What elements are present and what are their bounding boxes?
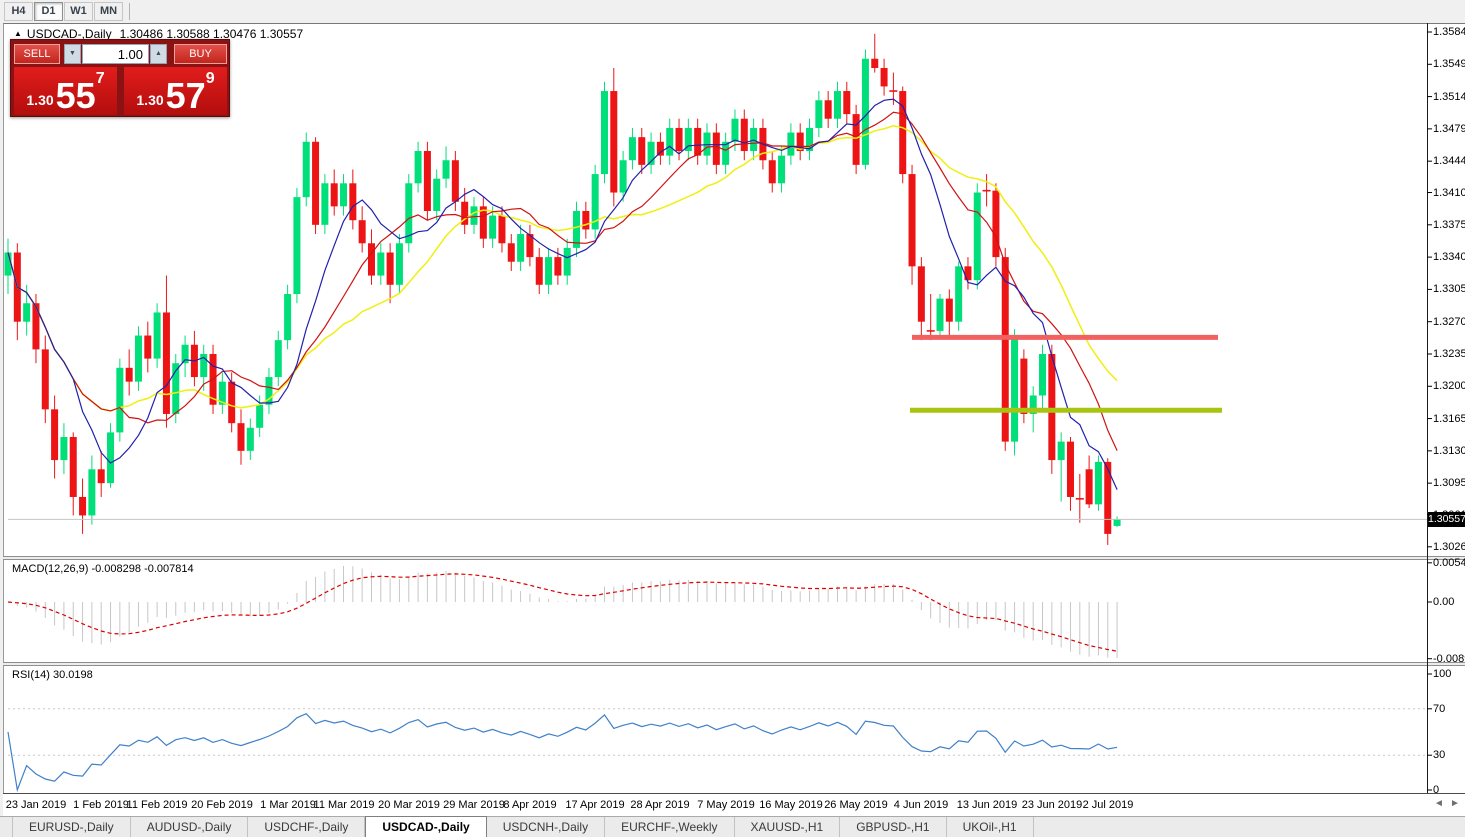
price-axis-label: 1.33400 <box>1433 251 1465 263</box>
ma-mid-line <box>7 111 1118 451</box>
panel-splitter-macd[interactable] <box>3 556 1465 560</box>
panel-splitter-rsi[interactable] <box>3 662 1465 666</box>
date-axis-label: 11 Mar 2019 <box>313 799 375 811</box>
price-axis-label: 1.30950 <box>1433 477 1465 489</box>
price-axis-label: 1.35140 <box>1433 91 1465 103</box>
sell-button[interactable]: SELL <box>14 44 60 64</box>
one-click-trade-panel: SELL ▼ ▲ BUY 1.30 55 7 1.30 57 9 <box>10 39 230 117</box>
price-axis-label: 1.32700 <box>1433 316 1465 328</box>
price-axis-label: 1.33050 <box>1433 283 1465 295</box>
timeframe-button-W1[interactable]: W1 <box>64 2 93 21</box>
date-axis-label: 13 Jun 2019 <box>956 799 1018 811</box>
sell-price-prefix: 1.30 <box>26 92 54 108</box>
date-axis-label: 26 May 2019 <box>824 799 888 811</box>
date-axis-label: 7 May 2019 <box>697 799 755 811</box>
volume-decrease-icon[interactable]: ▼ <box>64 44 81 64</box>
macd-axis-label: 0.00 <box>1433 596 1455 608</box>
price-axis-label: 1.31300 <box>1433 445 1465 457</box>
rsi-line <box>7 712 1118 793</box>
price-axis-label: 1.34440 <box>1433 155 1465 167</box>
volume-input[interactable] <box>82 44 149 64</box>
macd-axis-label: -0.008973 <box>1433 653 1465 665</box>
chart-canvas[interactable] <box>3 23 1465 793</box>
date-axis-strip[interactable] <box>3 793 1465 816</box>
chart-title: ▲ USDCAD-,Daily 1.30486 1.30588 1.30476 1.… <box>14 27 303 41</box>
date-axis-label: 8 Apr 2019 <box>503 799 557 811</box>
price-axis-label: 1.35490 <box>1433 58 1465 70</box>
macd-indicator-label: MACD(12,26,9) -0.008298 -0.007814 <box>12 563 194 575</box>
toolbar-separator <box>129 3 130 20</box>
collapse-arrow-icon[interactable]: ▲ <box>14 29 22 38</box>
date-axis-label: 23 Jan 2019 <box>5 799 67 811</box>
price-axis-label: 1.35840 <box>1433 26 1465 38</box>
rsi-axis-label: 30 <box>1433 749 1446 761</box>
price-axis-label: 1.30260 <box>1433 541 1465 553</box>
buy-price-pip-digit: 9 <box>205 70 215 87</box>
date-axis-label: 17 Apr 2019 <box>565 799 625 811</box>
chart-tab-EURUSD-Daily[interactable]: EURUSD-,Daily <box>12 817 131 837</box>
sell-price-display[interactable]: 1.30 55 7 <box>14 67 117 115</box>
chart-tab-AUDUSD-Daily[interactable]: AUDUSD-,Daily <box>131 817 249 837</box>
rsi-axis-label: 100 <box>1433 668 1452 680</box>
date-axis-label: 23 Jun 2019 <box>1021 799 1083 811</box>
buy-price-big-digits: 57 <box>165 75 206 117</box>
price-axis-border <box>1427 23 1428 793</box>
date-axis-label: 2 Jul 2019 <box>1082 799 1134 811</box>
buy-price-prefix: 1.30 <box>136 92 164 108</box>
price-axis-label: 1.33750 <box>1433 219 1465 231</box>
date-axis-label: 4 Jun 2019 <box>893 799 949 811</box>
date-axis-label: 1 Mar 2019 <box>260 799 316 811</box>
rsi-indicator-label: RSI(14) 30.0198 <box>12 669 93 681</box>
price-axis-label: 1.34100 <box>1433 187 1465 199</box>
chart-tab-USDCAD-Daily[interactable]: USDCAD-,Daily <box>365 816 487 837</box>
volume-increase-icon[interactable]: ▲ <box>150 44 167 64</box>
macd-axis-label: 0.005484 <box>1433 557 1465 569</box>
sell-price-big-digits: 55 <box>55 75 96 117</box>
macd-signal-line <box>7 573 1118 652</box>
date-axis-label: 28 Apr 2019 <box>630 799 690 811</box>
scrollbar-left-arrow-icon[interactable]: ◄ <box>1434 798 1444 809</box>
buy-button[interactable]: BUY <box>174 44 227 64</box>
scrollbar-right-arrow-icon[interactable]: ► <box>1450 798 1460 809</box>
rsi-axis-label: 70 <box>1433 703 1446 715</box>
ma-fast-line <box>7 98 1118 490</box>
date-axis-label: 11 Feb 2019 <box>126 799 188 811</box>
date-axis-label: 20 Mar 2019 <box>378 799 440 811</box>
timeframe-button-D1[interactable]: D1 <box>34 2 63 21</box>
ohlc-readout: 1.30486 1.30588 1.30476 1.30557 <box>119 27 304 41</box>
price-axis-label: 1.34790 <box>1433 123 1465 135</box>
timeframe-button-H4[interactable]: H4 <box>4 2 33 21</box>
chart-tab-EURCHF-Weekly[interactable]: EURCHF-,Weekly <box>605 817 735 837</box>
date-axis-label: 20 Feb 2019 <box>191 799 253 811</box>
chart-tab-GBPUSD-H1[interactable]: GBPUSD-,H1 <box>840 817 947 837</box>
price-axis-label: 1.32000 <box>1433 380 1465 392</box>
ma-slow-line <box>7 125 1118 412</box>
sell-price-pip-digit: 7 <box>95 70 105 87</box>
chart-tab-XAUUSD-H1[interactable]: XAUUSD-,H1 <box>735 817 841 837</box>
symbol-period-label: USDCAD-,Daily <box>26 27 112 41</box>
buy-price-display[interactable]: 1.30 57 9 <box>124 67 227 115</box>
chart-tab-bar: EURUSD-,Daily AUDUSD-,Daily USDCHF-,Daily U… <box>0 816 1465 837</box>
price-axis-label: 1.32350 <box>1433 348 1465 360</box>
rsi-axis-label: 0 <box>1433 784 1440 796</box>
chart-tab-UKOil-H1[interactable]: UKOil-,H1 <box>947 817 1034 837</box>
date-axis-label: 16 May 2019 <box>759 799 823 811</box>
price-axis-label: 1.31650 <box>1433 413 1465 425</box>
current-price-label: 1.30557 <box>1428 512 1465 527</box>
timeframe-toolbar: H4 D1 W1 MN <box>0 0 1465 23</box>
timeframe-button-MN[interactable]: MN <box>94 2 123 21</box>
date-axis-label: 1 Feb 2019 <box>73 799 129 811</box>
chart-tab-USDCNH-Daily[interactable]: USDCNH-,Daily <box>487 817 606 837</box>
candlestick-series[interactable] <box>4 33 1121 545</box>
date-axis-label: 29 Mar 2019 <box>443 799 505 811</box>
chart-tab-USDCHF-Daily[interactable]: USDCHF-,Daily <box>248 817 366 837</box>
